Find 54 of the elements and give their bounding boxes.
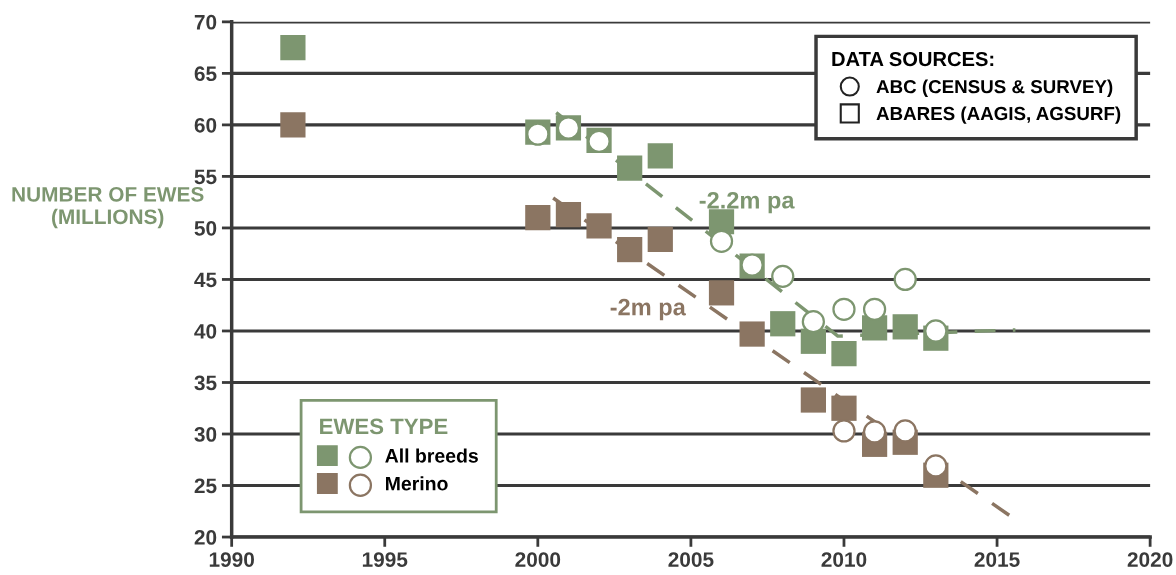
point (280, 34, 306, 61)
y-tick-label: 30 (194, 427, 217, 442)
point (893, 267, 917, 292)
point (924, 319, 948, 343)
x-tick-label: 1990 (209, 552, 254, 567)
y-tick-label: 20 (194, 530, 217, 545)
y-tick-label: 60 (194, 117, 217, 133)
point (771, 264, 795, 288)
point (862, 297, 887, 321)
y-tick-label: 45 (194, 272, 217, 288)
point (770, 311, 796, 337)
annotation: DATA SOURCES: (832, 51, 994, 67)
y-tick-label: 25 (194, 478, 217, 494)
point (924, 454, 948, 478)
point (647, 143, 673, 169)
point (647, 226, 673, 252)
annotation: ABARES (AAGIS, AGSURF) (876, 106, 1121, 124)
point (708, 280, 735, 306)
point (831, 395, 857, 421)
point (586, 213, 612, 239)
x-tick-label: 2000 (515, 552, 561, 567)
point (800, 387, 826, 413)
series-label: -2m pa (610, 298, 686, 321)
point (801, 310, 825, 334)
point (708, 209, 735, 235)
point (739, 321, 765, 347)
point (280, 112, 306, 138)
series-label: -2.2m pa (699, 191, 795, 214)
point (831, 341, 857, 367)
point (832, 419, 856, 443)
point (709, 229, 734, 253)
point (617, 155, 643, 181)
legend-label: All breeds (385, 448, 478, 463)
point (800, 328, 826, 354)
x-tick-label: 2020 (1127, 552, 1173, 567)
x-tick-label: 2010 (821, 552, 867, 567)
point (893, 419, 917, 443)
point (617, 236, 643, 263)
y-tick-label: 55 (194, 169, 217, 185)
point (525, 205, 551, 231)
point (555, 201, 582, 228)
annotation: ABC (CENSUS & SURVEY) (876, 79, 1113, 97)
x-tick-label: 2005 (668, 552, 714, 567)
point (832, 297, 856, 321)
y-tick-label: 40 (194, 323, 217, 339)
y-tick-label: 70 (194, 14, 217, 30)
legend-title: EWES TYPE (320, 418, 448, 435)
point (892, 314, 918, 340)
x-tick-label: 1995 (362, 552, 408, 567)
y-tick-label: 65 (194, 66, 217, 82)
x-tick-label: 2015 (974, 552, 1020, 567)
legend-label: Merino (386, 476, 448, 491)
y-tick-label: 35 (194, 375, 217, 391)
point (862, 420, 887, 444)
